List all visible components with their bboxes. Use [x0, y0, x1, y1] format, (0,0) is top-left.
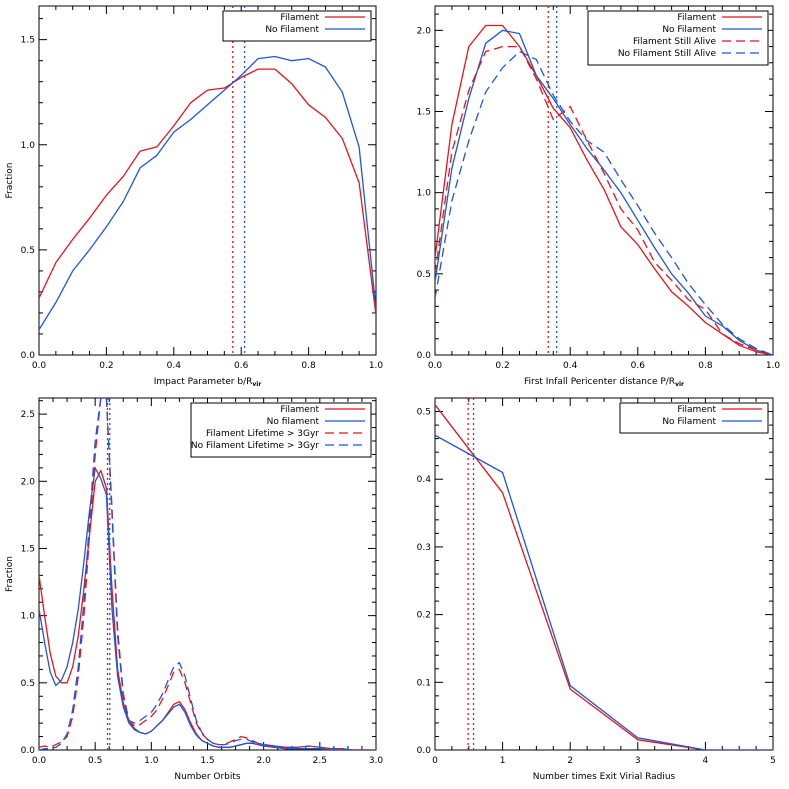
y-tick-label: 0.1 — [417, 678, 431, 688]
panel-number-orbits: 0.0 0.5 1.0 1.5 2.0 2.5 3.0 0.0 0.5 1.0 1.5 2.0 2.5 N… — [5, 397, 384, 782]
x-tick-label: 0.8 — [698, 361, 713, 371]
y-tick-label: 1.5 — [21, 36, 35, 46]
x-axis-label-main: Impact Parameter b/R — [154, 377, 253, 387]
legend-label: Filament — [280, 13, 319, 23]
x-tick-label: 0.8 — [301, 361, 316, 371]
legend: Filament No filament Filament Lifetime > 3… — [190, 402, 372, 458]
x-tick-label: 0.2 — [99, 361, 113, 371]
x-axis-label: Impact Parameter b/Rvir — [154, 377, 262, 388]
x-axis-label-main: Number Orbits — [174, 772, 241, 782]
series-line-no-filament — [39, 55, 376, 331]
legend-label: No Filament — [662, 417, 716, 427]
panel-exit-virial-radius: 0 1 2 3 4 5 0.0 0.1 0.2 0.3 0.4 0.5 Number times Exi… — [417, 397, 776, 782]
y-tick-label: 0.0 — [21, 746, 36, 756]
y-tick-label: 0.5 — [21, 679, 35, 689]
x-tick-label: 0.0 — [32, 361, 47, 371]
legend-label: Filament Lifetime > 3Gyr — [206, 429, 319, 439]
x-axis-label-main: Number times Exit Virial Radius — [533, 772, 676, 782]
x-tick-label: 0.6 — [234, 361, 249, 371]
x-axis-label: Number times Exit Virial Radius — [533, 772, 676, 782]
legend: Filament No Filament — [619, 402, 769, 434]
x-axis-label: First Infall Pericenter distance P/Rvir — [524, 377, 684, 388]
x-tick-label: 0.2 — [495, 361, 509, 371]
y-tick-label: 0.4 — [417, 475, 432, 485]
y-tick-label: 1.0 — [21, 612, 36, 622]
x-tick-label: 3 — [635, 756, 641, 766]
series-line-no-filament — [39, 467, 376, 750]
x-tick-label: 2 — [567, 756, 573, 766]
x-tick-label: 4 — [703, 756, 709, 766]
series-line-no-filament-lifetime-3gyr — [39, 398, 376, 750]
y-tick-label: 0.5 — [417, 408, 431, 418]
x-tick-label: 0.4 — [167, 361, 182, 371]
legend-label: Filament — [280, 405, 319, 415]
series-line-filament — [435, 404, 773, 750]
series-line-no-filament-still-alive — [435, 50, 773, 355]
x-axis-label-subscript: vir — [252, 381, 261, 388]
legend-label: Filament Still Alive — [633, 37, 717, 47]
y-tick-label: 1.0 — [21, 141, 36, 151]
panel-impact-parameter: 0.0 0.2 0.4 0.6 0.8 1.0 0.0 0.5 1.0 1.5 Impact Par… — [5, 5, 384, 388]
x-tick-label: 1.0 — [144, 756, 159, 766]
legend-label: No filament — [267, 417, 320, 427]
legend-label: No Filament — [265, 25, 319, 35]
x-tick-label: 0 — [432, 756, 438, 766]
x-tick-label: 0.6 — [631, 361, 646, 371]
x-tick-label: 0.0 — [428, 361, 443, 371]
legend-label: No Filament Still Alive — [618, 49, 717, 59]
y-tick-label: 0.2 — [417, 611, 431, 621]
legend-box — [619, 402, 769, 434]
y-axis-label: Fraction — [5, 163, 15, 199]
series-line-filament — [435, 24, 773, 355]
x-tick-label: 1.0 — [766, 361, 781, 371]
y-tick-label: 0.3 — [417, 543, 431, 553]
legend-box — [190, 402, 372, 458]
y-tick-label: 2.0 — [21, 477, 36, 487]
series-line-no-filament — [435, 434, 773, 750]
x-axis-label-main: First Infall Pericenter distance P/R — [524, 377, 675, 387]
legend-label: No Filament Lifetime > 3Gyr — [191, 441, 319, 451]
x-axis-label-subscript: vir — [675, 381, 684, 388]
y-axis-label: Fraction — [5, 556, 15, 592]
y-tick-label: 0.0 — [417, 351, 432, 361]
x-tick-label: 1.5 — [200, 756, 214, 766]
x-tick-label: 5 — [770, 756, 776, 766]
y-tick-label: 1.0 — [417, 189, 432, 199]
x-tick-label: 2.0 — [257, 756, 272, 766]
y-tick-label: 2.0 — [417, 26, 432, 36]
legend-label: Filament — [677, 13, 716, 23]
x-tick-label: 0.5 — [88, 756, 102, 766]
plot-frame — [434, 397, 774, 751]
y-tick-label: 2.5 — [21, 410, 35, 420]
x-tick-label: 0.0 — [32, 756, 47, 766]
plot-frame — [38, 5, 377, 356]
legend-label: Filament — [677, 405, 716, 415]
x-tick-label: 1.0 — [369, 361, 384, 371]
series-line-filament — [39, 68, 376, 316]
legend: Filament No Filament Filament Still Alive N… — [587, 10, 769, 66]
x-tick-label: 1 — [500, 756, 506, 766]
series-line-filament-still-alive — [435, 45, 773, 355]
x-tick-label: 2.5 — [313, 756, 327, 766]
x-axis-label: Number Orbits — [174, 772, 241, 782]
x-tick-label: 3.0 — [369, 756, 384, 766]
legend-label: No Filament — [662, 25, 716, 35]
y-tick-label: 1.5 — [21, 544, 35, 554]
y-tick-label: 0.5 — [417, 270, 431, 280]
legend: Filament No Filament — [222, 10, 372, 42]
panel-pericenter-distance: 0.0 0.2 0.4 0.6 0.8 1.0 0.0 0.5 1.0 1.5 2.0 First I… — [417, 5, 781, 388]
y-tick-label: 0.0 — [417, 746, 432, 756]
y-tick-label: 0.5 — [21, 246, 35, 256]
legend-box — [222, 10, 372, 42]
x-tick-label: 0.4 — [563, 361, 578, 371]
y-tick-label: 0.0 — [21, 351, 36, 361]
legend-box — [587, 10, 769, 66]
series-line-no-filament — [435, 29, 773, 355]
y-tick-label: 1.5 — [417, 108, 431, 118]
